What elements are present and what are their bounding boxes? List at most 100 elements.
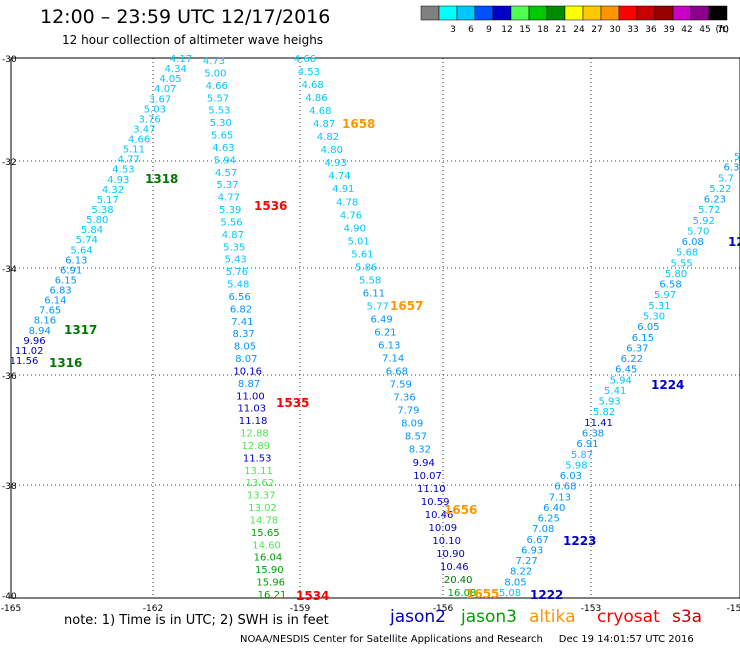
lat-tick-label: -32: [2, 158, 17, 168]
lat-tick-label: -36: [2, 372, 17, 382]
wave-height-label: 5.41: [604, 386, 626, 397]
wave-height-label: 6.45: [615, 365, 637, 376]
wave-height-label: 4.78: [336, 197, 358, 208]
wave-height-label: 4.63: [212, 143, 234, 154]
scale-tick-label: 27: [591, 25, 602, 35]
wave-height-label: 4.53: [112, 165, 134, 176]
wave-height-label: 11.53: [243, 453, 272, 464]
wave-height-label: 9.96: [23, 336, 45, 347]
wave-height-label: 5.31: [648, 301, 670, 312]
wave-height-label: 5.11: [123, 145, 145, 156]
wave-height-label: 5.30: [643, 312, 665, 323]
pass-time-label: 1223: [563, 534, 596, 548]
wave-height-label: 4.68: [309, 106, 331, 117]
wave-height-label: 6.21: [374, 328, 396, 339]
wave-height-label: 8.07: [235, 354, 257, 365]
wave-height-label: 15.65: [251, 528, 280, 539]
wave-height-label: 5.76: [226, 267, 248, 278]
scale-tick-label: 30: [609, 25, 621, 35]
wave-height-label: 11.00: [236, 391, 265, 402]
wave-height-label: 7.65: [39, 306, 61, 317]
wave-height-label: 4.87: [222, 230, 244, 241]
pass-time-label: 1224: [651, 378, 684, 392]
wave-height-label: 6.91: [576, 439, 598, 450]
wave-height-label: 5.55: [671, 258, 693, 269]
scale-tick-label: 24: [573, 25, 585, 35]
wave-height-label: 16.04: [254, 553, 283, 564]
scale-tick-label: 45: [699, 25, 710, 35]
scale-tick-label: 9: [486, 25, 492, 35]
wave-height-label: 4.87: [313, 119, 335, 130]
wave-height-label: 14.78: [250, 515, 279, 526]
credit-line: NOAA/NESDIS Center for Satellite Applica…: [240, 634, 694, 645]
wave-height-label: 8.05: [504, 577, 526, 588]
pass-time-label: 12: [728, 235, 740, 249]
satellite-label-jason3: jason3: [461, 607, 517, 627]
wave-height-label: 5.77: [367, 301, 389, 312]
wave-height-label: 6.25: [538, 514, 560, 525]
satellite-label-cryosat: cryosat: [597, 607, 660, 627]
wave-height-label: 16.21: [258, 590, 287, 601]
wave-height-label: 4.86: [305, 93, 327, 104]
wave-height-label: 5.94: [214, 155, 236, 166]
wave-height-label: 4.93: [107, 175, 129, 186]
wave-height-label: 10.09: [429, 523, 458, 534]
wave-height-label: 6.37: [626, 343, 648, 354]
wave-height-label: 10.16: [233, 366, 262, 377]
wave-height-label: 6.40: [543, 503, 565, 514]
wave-height-label: 5: [734, 152, 740, 163]
scale-tick-label: 15: [519, 25, 530, 35]
wave-height-label: 4.91: [332, 184, 354, 195]
satellite-label-s3a: s3a: [672, 607, 703, 627]
wave-height-label: 5.30: [210, 118, 232, 129]
wave-height-label: 5.35: [223, 242, 245, 253]
wave-height-label: 6.49: [370, 314, 392, 325]
wave-height-label: 4.90: [344, 223, 366, 234]
wave-height-label: 5.37: [216, 180, 238, 191]
wave-height-label: 8.22: [510, 567, 532, 578]
wave-height-label: 6.38: [582, 428, 604, 439]
scale-tick-label: 33: [627, 25, 638, 35]
wave-height-label: 5.57: [207, 93, 229, 104]
credit-agency: NOAA/NESDIS Center for Satellite Applica…: [240, 634, 543, 645]
wave-height-label: 13.11: [244, 466, 273, 477]
scale-unit-label: (ft): [715, 25, 729, 35]
wave-height-label: 8.05: [234, 342, 256, 353]
wave-height-label: 6.91: [60, 265, 82, 276]
wave-height-label: 6.13: [378, 341, 400, 352]
map-subtitle: 12 hour collection of altimeter wave hei…: [62, 33, 324, 47]
wave-height-label: 6.11: [363, 288, 385, 299]
wave-height-label: 5.97: [654, 290, 676, 301]
satellite-label-jason2: jason2: [390, 607, 446, 627]
wave-height-label: 4.07: [154, 84, 176, 95]
wave-height-label: 4.77: [218, 193, 240, 204]
lon-tick-label: -156: [433, 604, 454, 614]
wave-height-label: 7.36: [393, 393, 415, 404]
wave-height-label: 5.70: [687, 226, 709, 237]
wave-height-label: 4.66: [294, 54, 316, 65]
wave-height-label: 5.43: [224, 255, 246, 266]
credit-timestamp: Dec 19 14:01:57 UTC 2016: [558, 634, 694, 645]
wave-height-label: 6.08: [682, 237, 704, 248]
lon-tick-label: -15: [727, 604, 740, 614]
wave-height-label: 5.93: [599, 397, 621, 408]
wave-height-label: 4.76: [340, 210, 362, 221]
lon-tick-label: -165: [1, 604, 21, 614]
wave-height-label: 4.53: [298, 67, 320, 78]
pass-time-label: 1534: [296, 589, 329, 603]
wave-height-label: 8.87: [238, 379, 260, 390]
wave-height-label: 11.41: [584, 418, 613, 429]
wave-height-label: 10.07: [413, 471, 442, 482]
wave-height-label: 10.59: [421, 497, 450, 508]
pass-time-label: 1658: [342, 117, 375, 131]
wave-height-label: 10.10: [432, 536, 461, 547]
wave-height-label: 5.80: [86, 215, 108, 226]
wave-height-label: 5.87: [571, 450, 593, 461]
wave-height-label: 6.15: [632, 333, 654, 344]
wave-height-label: 14.60: [252, 540, 281, 551]
wave-height-label: 6.93: [521, 545, 543, 556]
wave-height-label: 4.74: [328, 171, 350, 182]
wave-height-label: 5.61: [351, 249, 373, 260]
wave-height-label: 7.13: [549, 492, 571, 503]
